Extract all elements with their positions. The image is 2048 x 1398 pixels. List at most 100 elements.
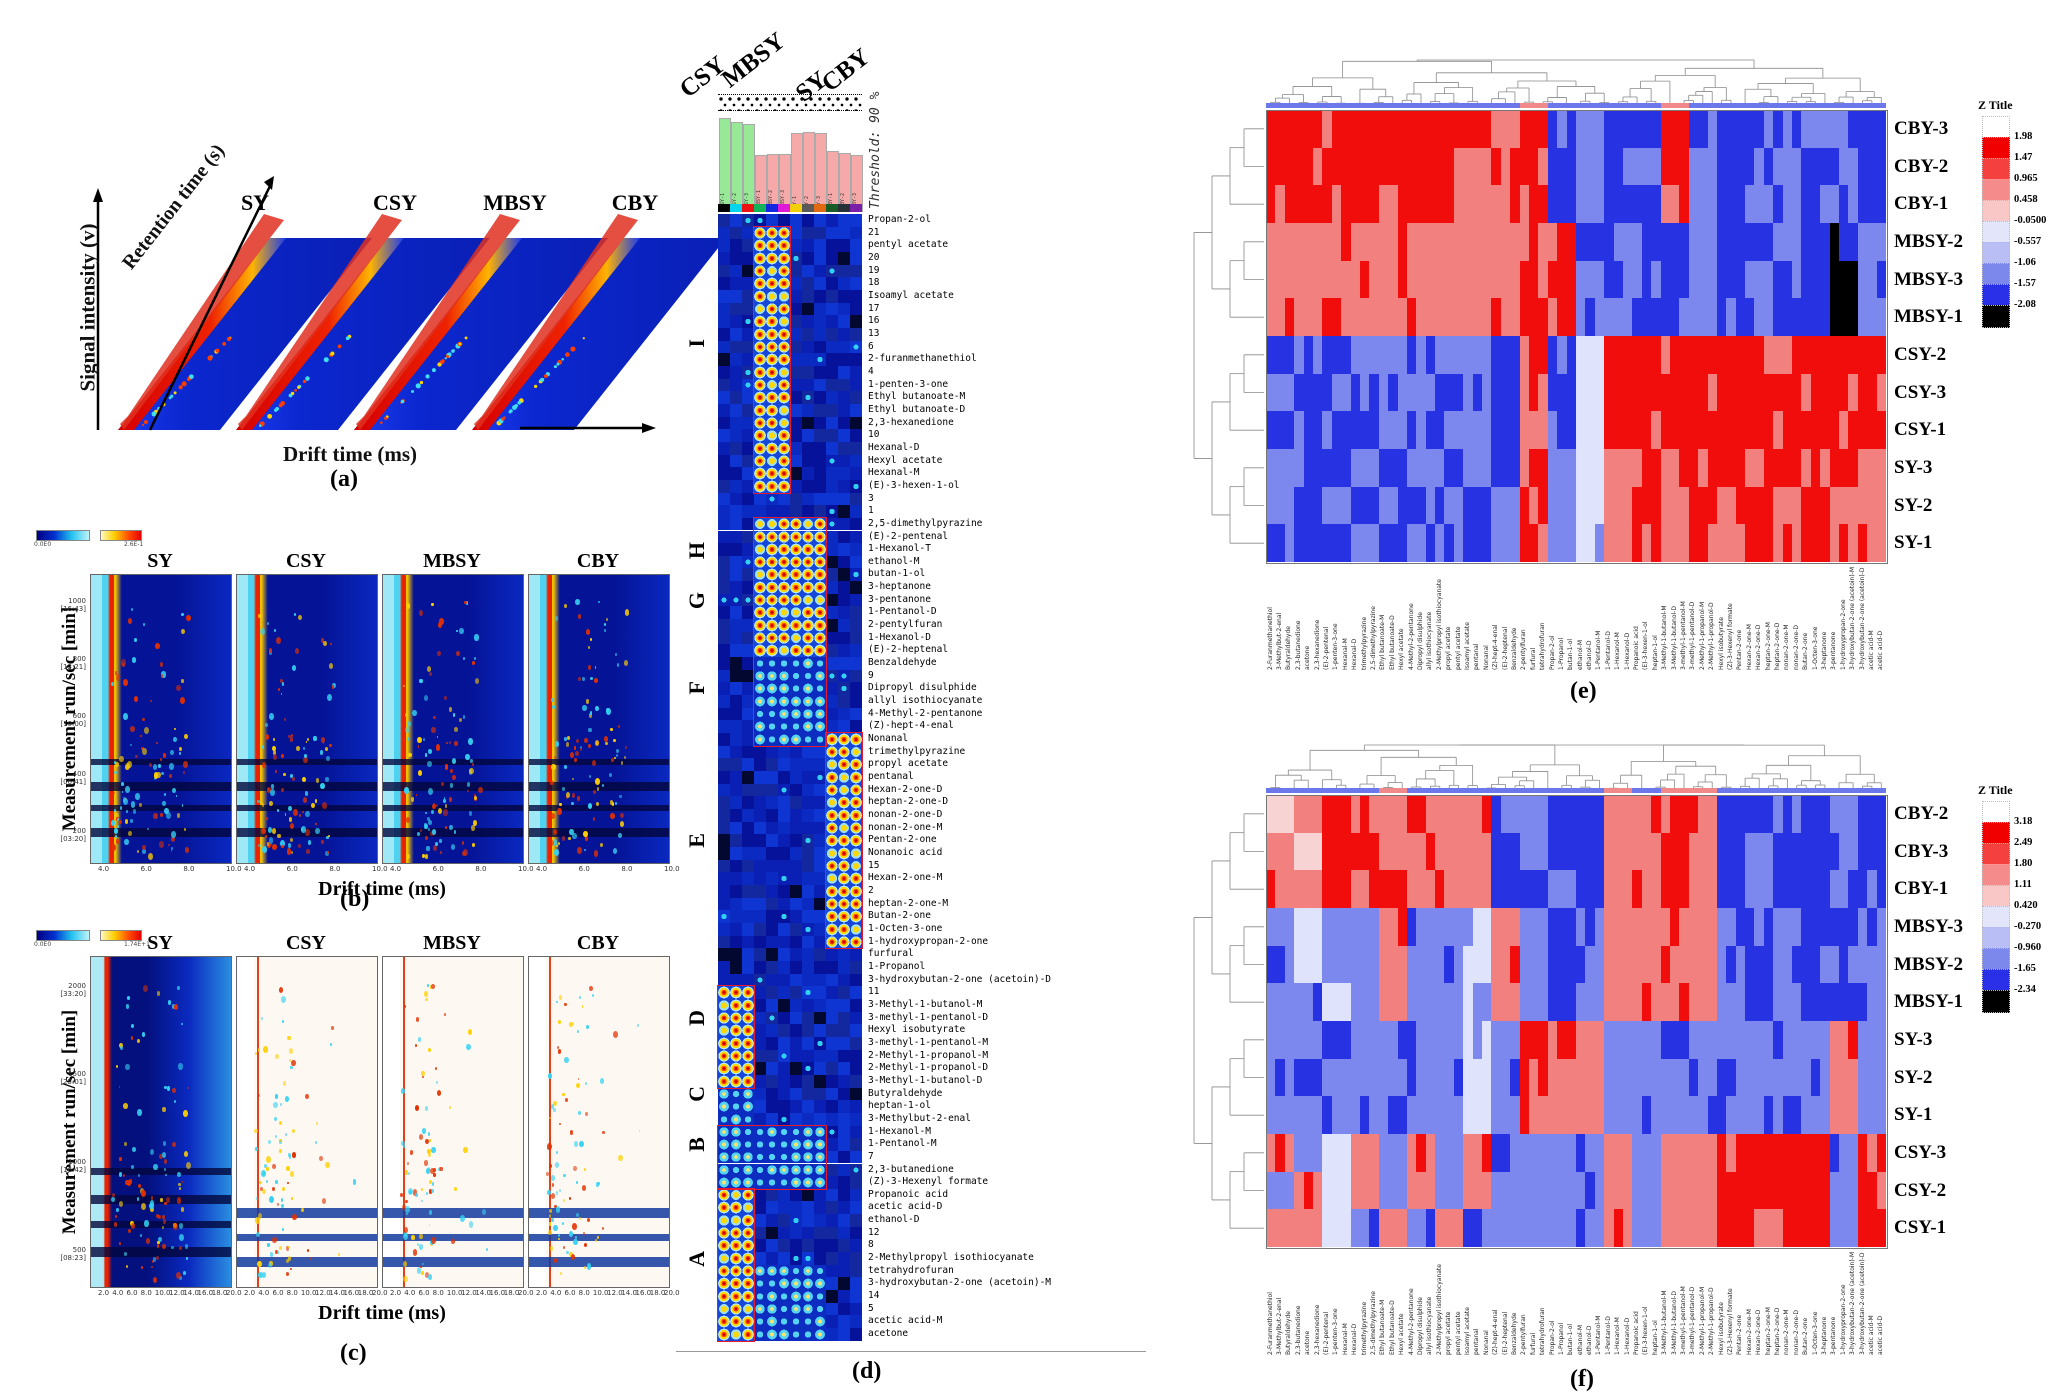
d-cell: [838, 834, 850, 847]
heat-cell: [1782, 795, 1793, 834]
d-cell: [742, 391, 754, 404]
heat-cell: [1294, 223, 1305, 262]
blob: [400, 1193, 403, 1197]
heat-cell: [1660, 832, 1671, 871]
column-class-strip: [1698, 103, 1708, 108]
d-cell: [814, 1087, 826, 1101]
blob: [638, 1129, 641, 1133]
d-cell: [802, 884, 814, 898]
d-cell: [850, 758, 862, 772]
heat-cell: [1500, 1058, 1511, 1097]
d-cell: [718, 1087, 730, 1101]
blob: [454, 726, 458, 732]
blob: [163, 793, 167, 797]
d-cell: [766, 214, 778, 227]
heat-cell: [1453, 1096, 1464, 1135]
heat-cell: [1378, 223, 1389, 262]
heat-cell: [1284, 185, 1295, 224]
blob: [184, 1151, 189, 1158]
blob: [291, 1152, 296, 1158]
column-class-strip: [1331, 788, 1342, 793]
d-cell: [718, 1011, 730, 1025]
d-cell: [766, 517, 778, 531]
d-cell: [730, 1277, 742, 1291]
d-cell: [754, 1087, 766, 1101]
blob: [437, 651, 441, 657]
blob: [255, 1231, 260, 1237]
d-cell: [802, 555, 814, 569]
blob: [179, 747, 182, 752]
heat-cell: [1763, 185, 1774, 224]
blob: [294, 612, 297, 617]
blob: [409, 1150, 413, 1155]
heat-col-label: 3-Methyl-1-butanol-D: [1670, 606, 1678, 670]
heat-cell: [1303, 983, 1314, 1022]
d-cell: [754, 251, 766, 265]
d-cell: [802, 441, 814, 455]
heat-cell: [1867, 1171, 1878, 1210]
heat-cell: [1867, 373, 1878, 412]
d-cell: [850, 251, 862, 265]
heat-cell: [1688, 336, 1699, 375]
d-cell: [850, 657, 862, 670]
heat-cell: [1613, 298, 1624, 337]
d-cell: [826, 669, 838, 683]
d-row-label: trimethylpyrazine: [868, 745, 966, 757]
d-row-label: 18: [868, 277, 880, 289]
d-cell: [766, 1024, 778, 1037]
heat-cell: [1510, 449, 1521, 488]
blob: [284, 813, 287, 816]
heat-cell: [1378, 1171, 1389, 1210]
blob: [162, 1244, 166, 1250]
panel-f-cluster-heatmap: CBY-2 CBY-3 CBY-1 MBSY-3 MBSY-2 MBSY-1 SY-3 SY-…: [1180, 715, 2048, 1375]
blob: [114, 770, 118, 775]
y-tick: 400 [06:41]: [60, 769, 86, 786]
d-cell: [718, 353, 730, 366]
heat-cell: [1867, 411, 1878, 450]
d-cell: [790, 1150, 802, 1164]
d-cell: [838, 340, 850, 354]
heat-cell: [1275, 832, 1286, 871]
d-cell: [754, 809, 766, 822]
heat-cell: [1622, 1171, 1633, 1210]
d-cell: [802, 226, 814, 240]
d-cell: [790, 568, 802, 582]
heat-col-label: 2,3-butanedione: [1294, 1305, 1302, 1355]
heat-cell: [1453, 795, 1464, 834]
heat-cell: [1566, 373, 1577, 412]
heat-cell: [1820, 449, 1831, 488]
heat-cell: [1679, 298, 1690, 337]
d-cell: [730, 758, 742, 772]
d-cell: [790, 631, 802, 645]
heat-cell: [1848, 147, 1859, 186]
d-cell: [790, 948, 802, 961]
heat-cell: [1472, 908, 1483, 947]
heat-cell: [1698, 945, 1708, 984]
heat-cell: [1388, 147, 1398, 186]
column-class-strip: [1557, 788, 1567, 793]
d-cell: [814, 644, 826, 658]
heat-cell: [1641, 983, 1652, 1022]
heat-col-label: Hexanal-D: [1351, 638, 1359, 670]
heat-cell: [1641, 110, 1652, 149]
d-cell: [754, 986, 766, 999]
heat-cell: [1341, 260, 1352, 299]
heat-cell: [1810, 223, 1821, 262]
heat-cell: [1397, 795, 1408, 834]
subplot-SY: [90, 574, 232, 864]
heat-cell: [1566, 185, 1577, 224]
column-class-strip: [1669, 788, 1680, 793]
d-cell: [826, 517, 838, 531]
blob: [564, 1056, 569, 1064]
blob: [160, 1198, 163, 1202]
blob: [419, 1265, 422, 1269]
d-cell: [778, 884, 790, 898]
blob: [439, 618, 444, 626]
heat-cell: [1641, 373, 1652, 412]
heat-cell: [1284, 336, 1295, 375]
heat-cell: [1726, 260, 1737, 299]
blob: [612, 848, 618, 855]
heat-cell: [1763, 260, 1774, 299]
heat-cell: [1538, 908, 1549, 947]
heat-cell: [1463, 486, 1474, 525]
